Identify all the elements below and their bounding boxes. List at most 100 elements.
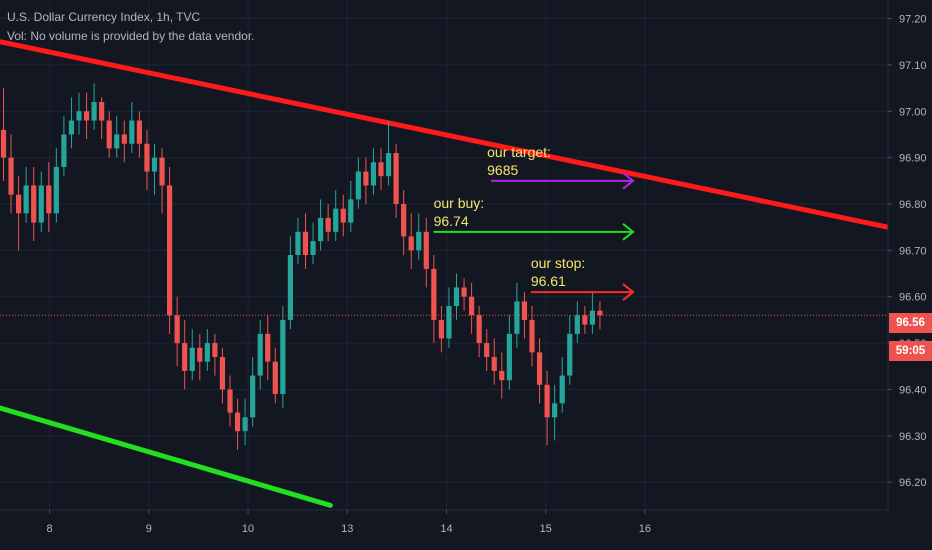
candle xyxy=(136,111,142,158)
annotation-value: 96.74 xyxy=(434,213,469,229)
price-tick-label: 96.60 xyxy=(899,292,927,304)
candle xyxy=(250,357,256,427)
candle-body xyxy=(318,217,324,242)
time-tick-label: 16 xyxy=(639,523,651,535)
candle xyxy=(355,157,361,209)
candle xyxy=(589,292,595,334)
candle-body xyxy=(552,403,558,418)
candle xyxy=(174,296,180,367)
candle xyxy=(574,301,580,344)
candle-body xyxy=(491,357,497,371)
candle xyxy=(31,166,37,242)
annotation-arrow-head xyxy=(622,283,635,301)
candle-body xyxy=(197,347,203,362)
candle-body xyxy=(68,120,75,135)
candle-body xyxy=(469,296,475,316)
candle-body xyxy=(31,185,37,223)
candle-body xyxy=(401,204,407,237)
candle-body xyxy=(174,315,180,344)
candle xyxy=(76,92,82,135)
candle-body xyxy=(431,268,437,320)
candle xyxy=(401,190,407,255)
candle-body xyxy=(446,306,452,339)
candle xyxy=(8,134,14,214)
candle xyxy=(219,347,226,404)
candle-body xyxy=(453,287,460,306)
candle-body xyxy=(370,162,377,186)
candle xyxy=(408,213,414,269)
time-tick-label: 9 xyxy=(146,523,152,535)
candle-body xyxy=(61,134,67,167)
candle-body xyxy=(242,417,248,432)
candle xyxy=(370,148,377,195)
candle-body xyxy=(529,319,535,353)
candle xyxy=(212,333,218,376)
price-tick-label: 96.70 xyxy=(899,245,927,257)
time-tick-label: 14 xyxy=(440,523,452,535)
candle-body xyxy=(250,375,256,418)
time-tick-label: 10 xyxy=(242,523,254,535)
candle-body xyxy=(76,111,82,121)
annotation-0: our target: 9685 xyxy=(487,144,635,190)
candle xyxy=(272,347,278,404)
candle xyxy=(597,301,603,330)
candle-body xyxy=(363,171,369,186)
candle-body xyxy=(16,194,22,214)
candle-body xyxy=(416,231,422,251)
candle-body xyxy=(393,153,399,204)
candle-body xyxy=(597,310,603,316)
annotation-2: our stop: 96.61 xyxy=(530,255,635,301)
candle xyxy=(99,97,105,140)
candle-body xyxy=(91,102,97,121)
candle xyxy=(378,148,384,191)
candle-body xyxy=(106,120,112,149)
candle xyxy=(544,370,550,446)
candle xyxy=(234,398,241,450)
candle xyxy=(151,143,158,195)
candle-body xyxy=(333,208,339,232)
price-tick-label: 97.20 xyxy=(899,14,927,26)
candle-body xyxy=(265,333,271,362)
candle-body xyxy=(340,208,346,223)
price-axis-bg xyxy=(888,0,932,550)
annotation-label: our buy: xyxy=(434,195,485,211)
chart-grid xyxy=(0,0,888,510)
annotation-label: our stop: xyxy=(531,255,585,271)
candle-body xyxy=(23,185,29,214)
candle xyxy=(340,194,346,237)
candle-body xyxy=(159,157,165,186)
candle xyxy=(484,329,490,371)
price-tick-label: 96.20 xyxy=(899,477,927,489)
candle-body xyxy=(438,319,444,339)
candle-body xyxy=(99,102,105,121)
annotation-arrow-head xyxy=(622,172,635,190)
candle-body xyxy=(461,287,467,297)
candle xyxy=(318,199,324,251)
candle-body xyxy=(129,120,135,144)
candle xyxy=(121,120,127,163)
candle-body xyxy=(114,134,120,149)
candle-body xyxy=(567,333,573,376)
candle-body xyxy=(182,343,188,371)
candle-body xyxy=(38,185,44,223)
candle-body xyxy=(121,134,127,144)
annotation-value: 9685 xyxy=(487,162,518,178)
time-tick-label: 8 xyxy=(47,523,53,535)
candle-body xyxy=(227,389,233,413)
candle xyxy=(491,338,497,385)
candle xyxy=(469,282,475,334)
candle-body xyxy=(476,315,482,344)
candle xyxy=(68,97,75,149)
candle-body xyxy=(189,347,195,371)
candle xyxy=(167,166,173,334)
current-price-tag: 96.56 xyxy=(889,313,932,333)
candle xyxy=(310,222,316,265)
candle-body xyxy=(544,384,550,418)
candle xyxy=(227,375,233,427)
trendlines[interactable] xyxy=(0,39,891,508)
candle xyxy=(0,88,7,181)
chart-title: U.S. Dollar Currency Index, 1h, TVC xyxy=(7,10,201,24)
candle-body xyxy=(521,301,528,320)
trade-annotations[interactable]: our target: 9685 our buy: 96.74 our stop: 96.… xyxy=(433,144,635,301)
